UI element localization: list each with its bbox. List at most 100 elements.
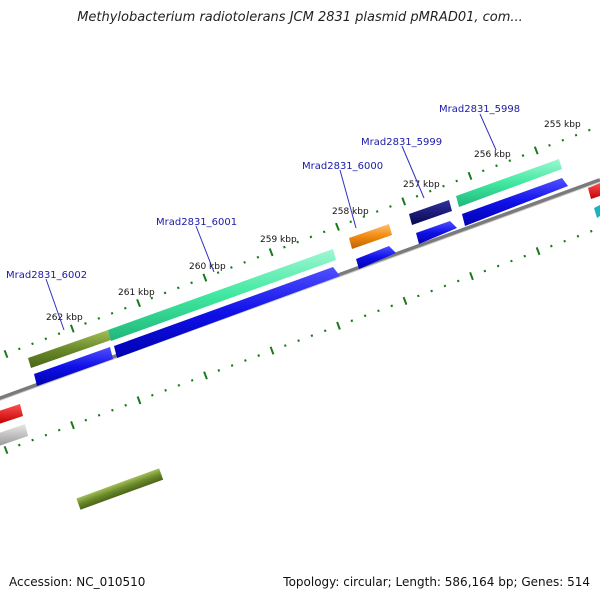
- minor-tick: [561, 138, 565, 142]
- gene-label[interactable]: Mrad2831_5998: [439, 104, 520, 115]
- minor-tick: [548, 143, 551, 147]
- minor-tick: [323, 329, 327, 333]
- minor-tick: [390, 304, 394, 308]
- major-tick: [402, 296, 408, 305]
- gene-label[interactable]: Mrad2831_5999: [361, 137, 442, 148]
- minor-tick: [150, 296, 154, 300]
- minor-tick: [443, 284, 447, 288]
- major-tick: [136, 299, 141, 308]
- minor-tick: [177, 383, 181, 387]
- major-tick: [533, 146, 539, 155]
- major-tick: [269, 346, 275, 355]
- gene-partial-right-cyan[interactable]: [594, 205, 600, 218]
- minor-tick: [57, 332, 61, 336]
- outer-tick-ring: [3, 128, 591, 359]
- minor-tick: [574, 133, 578, 137]
- minor-tick: [243, 261, 246, 264]
- kbp-label: 259 kbp: [260, 235, 297, 245]
- minor-tick: [363, 314, 367, 318]
- minor-tick: [110, 311, 114, 315]
- minor-tick: [550, 244, 553, 248]
- minor-tick: [123, 306, 127, 310]
- cds-arrow[interactable]: [34, 347, 113, 386]
- minor-tick: [495, 164, 498, 168]
- kbp-label: 260 kbp: [189, 262, 226, 272]
- minor-tick: [150, 393, 154, 397]
- minor-tick: [97, 413, 101, 417]
- minor-tick: [322, 230, 326, 234]
- kbp-label: 256 kbp: [474, 150, 511, 160]
- minor-tick: [17, 347, 21, 351]
- minor-tick: [17, 443, 21, 447]
- minor-tick: [283, 245, 286, 249]
- gene-partial-left-red[interactable]: [0, 404, 23, 424]
- minor-tick: [510, 259, 513, 263]
- gene-mrad2831-6001[interactable]: [108, 249, 336, 341]
- minor-tick: [589, 229, 593, 233]
- gene-mrad2831-6000[interactable]: [349, 224, 392, 249]
- minor-tick: [508, 159, 512, 163]
- minor-tick: [124, 403, 128, 407]
- minor-tick: [481, 169, 485, 173]
- minor-tick: [257, 354, 261, 357]
- minor-tick: [456, 279, 460, 283]
- minor-tick: [163, 291, 167, 295]
- minor-tick: [164, 388, 167, 392]
- minor-tick: [230, 364, 234, 367]
- minor-tick: [377, 309, 380, 313]
- gene-mrad2831-5998[interactable]: [456, 159, 562, 207]
- major-tick: [469, 271, 474, 281]
- cds-arrow[interactable]: [462, 178, 568, 226]
- backbone-highlight: [0, 181, 600, 401]
- minor-tick: [523, 254, 527, 258]
- minor-tick: [349, 220, 353, 224]
- minor-tick: [576, 234, 580, 238]
- gene-partial-left-grey[interactable]: [0, 424, 28, 446]
- accession-text: Accession: NC_010510: [9, 575, 146, 589]
- minor-tick: [310, 334, 314, 338]
- minor-tick: [521, 154, 525, 157]
- leader-line: [339, 169, 357, 229]
- minor-tick: [455, 179, 459, 183]
- major-tick: [268, 248, 274, 257]
- gene-mrad2831-6002[interactable]: [76, 468, 164, 510]
- minor-tick: [217, 369, 221, 372]
- map-title: Methylobacterium radiotolerans JCM 2831 …: [77, 10, 523, 25]
- major-tick: [136, 396, 142, 405]
- minor-tick: [244, 359, 247, 362]
- minor-tick: [84, 418, 88, 422]
- minor-tick: [362, 215, 366, 218]
- kbp-labels: 255 kbp 256 kbp 257 kbp 258 kbp 259 kbp …: [46, 120, 581, 323]
- cds-arrow[interactable]: [416, 221, 457, 244]
- minor-tick: [44, 433, 48, 437]
- minor-tick: [428, 189, 432, 193]
- minor-tick: [216, 271, 220, 274]
- gene-partial-right-red[interactable]: [588, 183, 600, 199]
- cds-arrow[interactable]: [356, 246, 396, 269]
- genome-summary: Topology: circular; Length: 586,164 bp; …: [283, 575, 590, 589]
- gene-mrad2831-6002[interactable]: [28, 330, 111, 368]
- major-tick: [69, 324, 75, 333]
- leader-line: [195, 225, 215, 273]
- cds-arrow[interactable]: [114, 267, 340, 358]
- major-tick: [202, 273, 208, 282]
- kbp-label: 257 kbp: [403, 180, 440, 190]
- gene-mrad2831-5999[interactable]: [409, 200, 452, 225]
- major-tick: [535, 247, 541, 256]
- major-tick: [3, 445, 9, 455]
- minor-tick: [483, 269, 487, 273]
- minor-tick: [309, 235, 313, 239]
- minor-tick: [297, 339, 300, 343]
- gene-label[interactable]: Mrad2831_6002: [6, 270, 87, 281]
- minor-tick: [111, 408, 114, 412]
- minor-tick: [430, 289, 433, 293]
- gene-label[interactable]: Mrad2831_6001: [156, 217, 237, 228]
- leader-line: [401, 145, 425, 199]
- gene-label[interactable]: Mrad2831_6000: [302, 161, 383, 172]
- kbp-label: 262 kbp: [46, 313, 83, 323]
- minor-tick: [417, 294, 420, 298]
- minor-tick: [496, 264, 500, 268]
- minor-tick: [375, 210, 379, 213]
